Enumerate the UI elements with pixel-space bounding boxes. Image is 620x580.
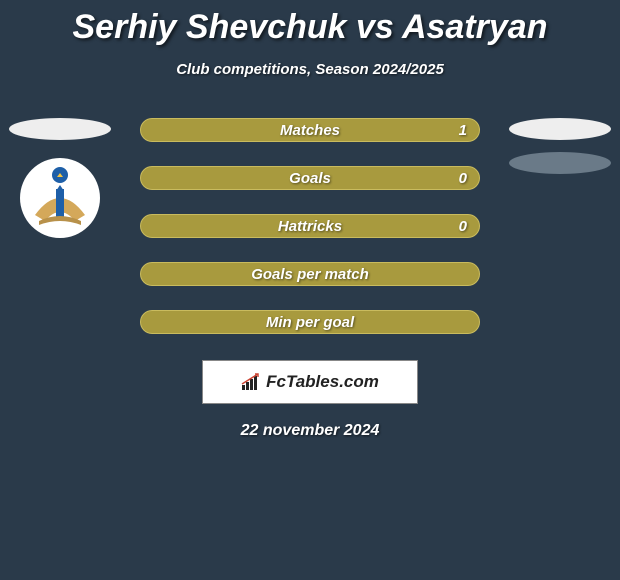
player-left-club-badge xyxy=(20,158,100,238)
brand-logo: FcTables.com xyxy=(241,372,379,392)
player-left-photo-placeholder xyxy=(9,118,111,140)
player-right-column xyxy=(500,118,620,174)
date-text: 22 november 2024 xyxy=(0,422,620,440)
comparison-area: Matches 1 Goals 0 Hattricks 0 Goals per … xyxy=(0,118,620,440)
stat-bar-goals-per-match: Goals per match xyxy=(140,262,480,286)
stat-bar-hattricks: Hattricks 0 xyxy=(140,214,480,238)
stat-label: Goals per match xyxy=(251,266,369,283)
bars-icon xyxy=(241,373,263,391)
page-title: Serhiy Shevchuk vs Asatryan xyxy=(0,0,620,47)
stat-bar-min-per-goal: Min per goal xyxy=(140,310,480,334)
stat-label: Hattricks xyxy=(278,218,342,235)
stat-label: Matches xyxy=(280,122,340,139)
club-crest-icon xyxy=(25,163,95,233)
stat-value-right: 1 xyxy=(459,122,467,139)
player-left-column xyxy=(0,118,120,238)
stat-value-right: 0 xyxy=(459,170,467,187)
stat-bar-goals: Goals 0 xyxy=(140,166,480,190)
player-right-club-placeholder xyxy=(509,152,611,174)
stat-label: Goals xyxy=(289,170,331,187)
stat-label: Min per goal xyxy=(266,314,354,331)
brand-text: FcTables.com xyxy=(266,372,379,392)
brand-card: FcTables.com xyxy=(202,360,418,404)
page-subtitle: Club competitions, Season 2024/2025 xyxy=(0,61,620,78)
stat-value-right: 0 xyxy=(459,218,467,235)
stat-bar-matches: Matches 1 xyxy=(140,118,480,142)
player-right-photo-placeholder xyxy=(509,118,611,140)
